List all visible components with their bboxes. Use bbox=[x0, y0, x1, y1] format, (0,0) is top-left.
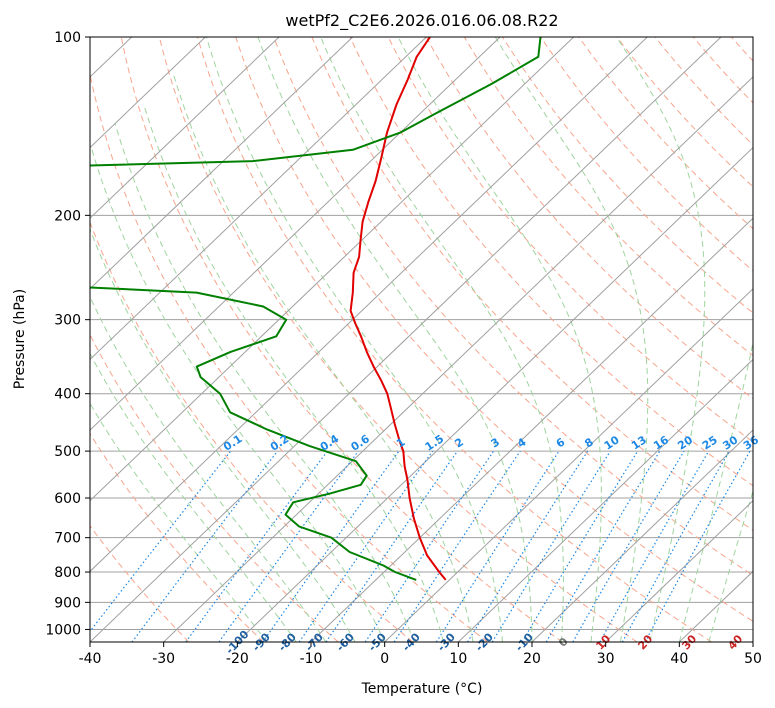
mixing-ratio-line bbox=[393, 450, 521, 642]
isotherm bbox=[310, 217, 753, 642]
moist-adiabat bbox=[91, 149, 386, 642]
plot-frame bbox=[89, 36, 754, 643]
isotherms bbox=[0, 37, 753, 642]
x-axis-label: Temperature (°C) bbox=[361, 681, 483, 697]
mixing-ratio-line bbox=[621, 450, 730, 642]
isotherm bbox=[90, 37, 575, 502]
temperature-profile bbox=[349, 37, 447, 581]
dry-adiabat bbox=[90, 71, 488, 642]
y-tick-label: 300 bbox=[54, 313, 81, 329]
mixing-ratio-line bbox=[644, 450, 751, 642]
mixing-ratio-line bbox=[218, 450, 359, 642]
chart-title: wetPf2_C2E6.2026.016.06.08.R22 bbox=[285, 11, 558, 31]
isotherm bbox=[90, 37, 354, 290]
isotherm bbox=[90, 37, 648, 573]
isotherm bbox=[752, 641, 753, 642]
isotherm bbox=[236, 146, 753, 642]
plot-background bbox=[90, 37, 753, 642]
isotherm bbox=[531, 429, 753, 642]
y-tick-label: 200 bbox=[54, 208, 81, 224]
isotherm bbox=[605, 500, 753, 642]
x-tick-label: 50 bbox=[744, 651, 762, 667]
x-tick-label: -20 bbox=[226, 651, 249, 667]
moist-adiabats bbox=[90, 37, 753, 642]
x-tick-label: -30 bbox=[152, 651, 175, 667]
isotherm bbox=[0, 37, 58, 642]
isotherm bbox=[457, 358, 753, 642]
dry-adiabat bbox=[770, 37, 775, 642]
isotherm bbox=[90, 37, 206, 149]
x-tick-label: 10 bbox=[449, 651, 467, 667]
dewpoint-profile bbox=[90, 37, 542, 581]
mixing-ratio-line bbox=[262, 450, 400, 642]
y-tick-label: 100 bbox=[54, 30, 81, 46]
isotherm bbox=[384, 288, 753, 642]
dry-adiabat bbox=[349, 37, 753, 487]
isotherm bbox=[90, 37, 427, 361]
mixing-ratio-line bbox=[599, 450, 710, 642]
x-tick-label: 30 bbox=[597, 651, 615, 667]
moist-adiabat bbox=[90, 228, 356, 642]
isotherm bbox=[90, 37, 722, 642]
mixing-ratio-line bbox=[298, 450, 434, 642]
moist-adiabat bbox=[678, 37, 753, 642]
isotherm bbox=[163, 76, 753, 642]
dry-adiabat bbox=[158, 37, 638, 642]
moist-adiabat bbox=[320, 37, 564, 642]
mixing-ratio-lines bbox=[90, 450, 751, 642]
mixing-ratio-line bbox=[325, 450, 458, 642]
moist-adiabat bbox=[708, 489, 753, 642]
isotherm bbox=[90, 37, 280, 219]
y-tick-label: 600 bbox=[54, 491, 81, 507]
dry-adiabat bbox=[120, 37, 563, 642]
mixing-ratio-line bbox=[521, 450, 639, 642]
dry-adiabat bbox=[90, 333, 339, 642]
mixing-ratio-line bbox=[491, 450, 611, 642]
moist-adiabat bbox=[616, 37, 706, 642]
y-tick-label: 400 bbox=[54, 387, 81, 403]
isotherm bbox=[90, 37, 501, 431]
mixing-ratio-line bbox=[131, 450, 278, 642]
mixing-ratio-line bbox=[435, 450, 560, 642]
y-tick-label: 700 bbox=[54, 531, 81, 547]
moist-adiabat bbox=[90, 352, 297, 642]
moist-adiabat bbox=[205, 37, 503, 642]
moist-adiabat bbox=[172, 72, 474, 642]
x-axis: -40 -30 -20 -10 0 10 20 30 40 50 bbox=[79, 642, 762, 667]
moist-adiabat bbox=[257, 37, 533, 642]
moist-adiabat bbox=[90, 295, 327, 642]
x-tick-label: 40 bbox=[670, 651, 688, 667]
x-tick-label: -40 bbox=[79, 651, 102, 667]
dry-adiabat bbox=[387, 37, 753, 443]
x-tick-label: -10 bbox=[300, 651, 323, 667]
mixing-ratio-line bbox=[364, 450, 495, 642]
x-tick-label: 20 bbox=[523, 651, 541, 667]
y-axis: 100 200 300 400 500 600 700 800 900 1000 bbox=[45, 30, 90, 638]
y-tick-label: 500 bbox=[54, 444, 81, 460]
y-tick-label: 1000 bbox=[45, 622, 81, 638]
moist-adiabat bbox=[494, 37, 649, 642]
y-tick-label: 900 bbox=[54, 595, 81, 611]
moist-adiabat bbox=[397, 37, 602, 642]
moist-adiabat bbox=[143, 104, 445, 642]
mixing-ratio-line bbox=[185, 450, 328, 642]
y-axis-label: Pressure (hPa) bbox=[12, 289, 28, 389]
sounding-profiles bbox=[90, 37, 542, 581]
y-tick-label: 800 bbox=[54, 565, 81, 581]
x-tick-label: 0 bbox=[380, 651, 389, 667]
moist-adiabat bbox=[114, 123, 415, 642]
